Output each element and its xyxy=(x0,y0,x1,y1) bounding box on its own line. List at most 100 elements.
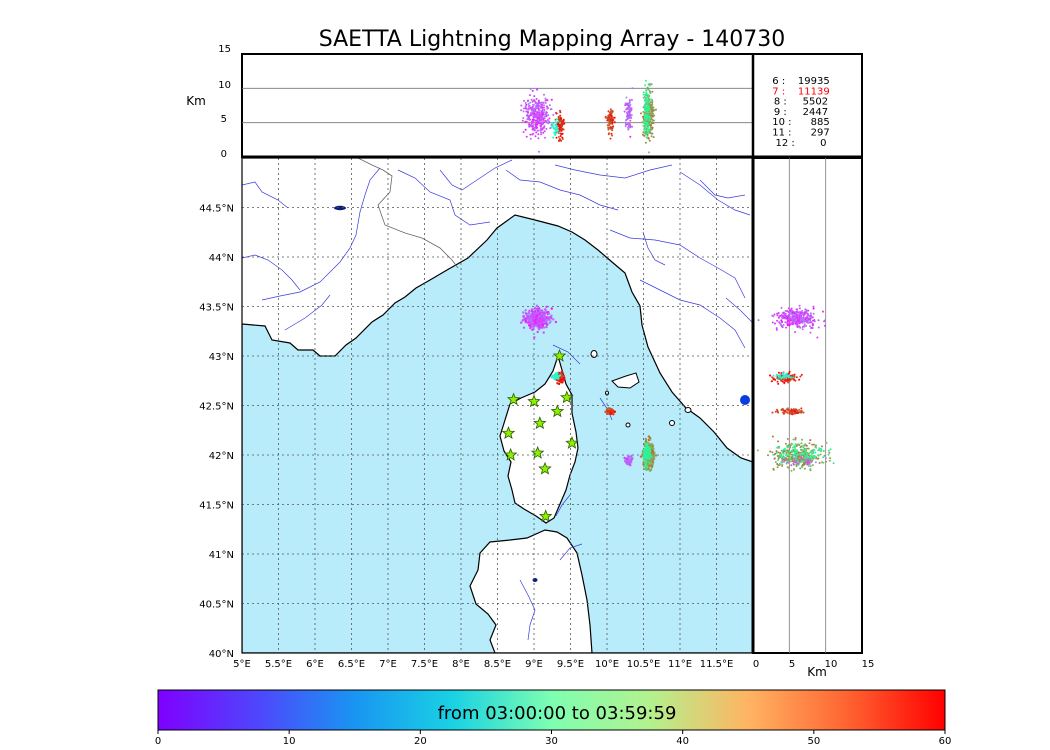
lightning-lat-altitude-point xyxy=(784,313,787,316)
lightning-altitude-point xyxy=(532,107,535,110)
lightning-source-point xyxy=(554,372,558,375)
lightning-lat-altitude-point xyxy=(824,457,827,460)
lightning-altitude-point xyxy=(627,128,630,131)
map-gridlines xyxy=(242,158,753,653)
lightning-lat-altitude-point xyxy=(788,372,791,375)
lightning-source-point xyxy=(644,464,647,467)
lightning-altitude-point xyxy=(645,124,648,127)
lightning-altitude-point xyxy=(629,119,632,122)
station-star-icon xyxy=(530,445,545,459)
lightning-altitude-point xyxy=(645,98,647,100)
right-xtick-0: 0 xyxy=(753,659,759,670)
lightning-lat-altitude-point xyxy=(806,315,809,317)
lightning-lat-altitude-point xyxy=(777,374,780,377)
lightning-altitude-point xyxy=(650,118,653,121)
lightning-altitude-point xyxy=(526,121,529,124)
lightning-altitude-point xyxy=(541,128,544,131)
station-star-icon xyxy=(538,509,553,523)
lightning-lat-altitude-point xyxy=(786,451,789,453)
lightning-lat-altitude-point xyxy=(779,376,781,379)
lightning-altitude-point xyxy=(642,91,645,94)
lightning-lat-altitude-point xyxy=(793,320,796,323)
lightning-lat-altitude-point xyxy=(785,458,788,460)
lightning-source-point xyxy=(542,319,546,322)
top-panel-ylabel: Km xyxy=(186,94,206,108)
lightning-lat-altitude-point xyxy=(773,457,776,460)
lightning-lat-altitude-point xyxy=(774,452,777,455)
lightning-lat-altitude-point xyxy=(805,452,808,454)
lightning-altitude-point xyxy=(645,129,648,132)
lightning-source-point xyxy=(522,318,526,321)
lightning-altitude-point xyxy=(647,115,650,118)
lightning-lat-altitude-point xyxy=(799,375,802,378)
colorbar-tick-label: 40 xyxy=(676,736,689,747)
lightning-altitude-point xyxy=(631,125,633,128)
lightning-source-point xyxy=(522,326,526,329)
lightning-source-point xyxy=(639,455,643,458)
lake-sardinia xyxy=(532,578,538,582)
lightning-lat-altitude-point xyxy=(781,450,784,453)
lightning-altitude-point xyxy=(547,114,550,117)
lightning-lat-altitude-point xyxy=(779,373,782,376)
lightning-lat-altitude-point xyxy=(788,324,791,327)
lightning-lat-altitude-point xyxy=(786,319,789,321)
lightning-lat-altitude-point xyxy=(799,467,802,470)
lightning-lat-altitude-point xyxy=(816,457,819,460)
lightning-altitude-point xyxy=(521,119,524,122)
lightning-altitude-point xyxy=(537,137,540,140)
lightning-altitude-point xyxy=(643,113,646,116)
lightning-lat-altitude-point xyxy=(777,378,779,381)
lightning-altitude-point xyxy=(627,112,630,115)
lma-stations xyxy=(501,348,579,523)
lightning-lat-altitude-point xyxy=(806,447,808,450)
lightning-lat-altitude-point xyxy=(788,457,791,459)
lightning-lat-altitude-point xyxy=(771,376,773,379)
lightning-altitude-point xyxy=(648,139,651,142)
lightning-lat-altitude-point xyxy=(786,446,789,449)
lightning-lat-altitude-point xyxy=(776,455,779,457)
lightning-altitude-point xyxy=(530,112,532,115)
lightning-altitude-point xyxy=(539,124,542,127)
lightning-source-point xyxy=(627,454,630,457)
lightning-altitude-point xyxy=(609,137,612,140)
lightning-altitude-point xyxy=(545,112,548,114)
lightning-lat-altitude-point xyxy=(809,312,812,315)
lightning-altitude-point xyxy=(611,122,614,125)
lightning-lat-altitude-point xyxy=(783,459,786,462)
lightning-altitude-point xyxy=(557,125,560,127)
lightning-altitude-point xyxy=(646,103,649,106)
lightning-lat-altitude-point xyxy=(774,378,777,381)
lightning-source-point xyxy=(561,378,564,381)
lightning-altitude-point xyxy=(646,99,649,102)
lightning-lat-altitude-point xyxy=(777,440,780,443)
lightning-source-point xyxy=(630,458,633,462)
lightning-source-point xyxy=(543,317,546,320)
right-panel-frame xyxy=(752,157,863,654)
lightning-lat-altitude-point xyxy=(810,327,813,329)
lightning-altitude-point xyxy=(544,102,547,104)
lightning-lat-altitude-point xyxy=(799,410,802,413)
lightning-source-point xyxy=(607,408,610,411)
lightning-lat-altitude-point xyxy=(795,315,797,318)
lightning-lat-altitude-point xyxy=(812,319,814,322)
station-star-icon xyxy=(538,461,552,475)
lightning-altitude-point xyxy=(630,107,633,110)
lightning-lat-altitude-point xyxy=(798,378,801,381)
lightning-source-point xyxy=(646,463,649,467)
lightning-altitude-point xyxy=(528,123,531,126)
lightning-altitude-point xyxy=(611,129,614,132)
lightning-altitude-point xyxy=(651,122,654,124)
lightning-lat-altitude-point xyxy=(780,453,783,455)
lightning-source-point xyxy=(529,317,532,321)
lat-tick-label: 40.5°N xyxy=(199,600,234,611)
lightning-lat-altitude-point xyxy=(784,309,787,312)
lightning-altitude-point xyxy=(645,91,648,94)
lake xyxy=(334,205,346,211)
lightning-altitude-point xyxy=(529,133,532,136)
lightning-altitude-point xyxy=(642,96,645,99)
lightning-altitude-point xyxy=(559,135,562,137)
lightning-lat-altitude-point xyxy=(781,380,784,383)
lightning-altitude-point xyxy=(544,136,546,139)
lightning-altitude-point xyxy=(531,89,534,92)
lightning-lat-altitude-point xyxy=(787,451,790,454)
